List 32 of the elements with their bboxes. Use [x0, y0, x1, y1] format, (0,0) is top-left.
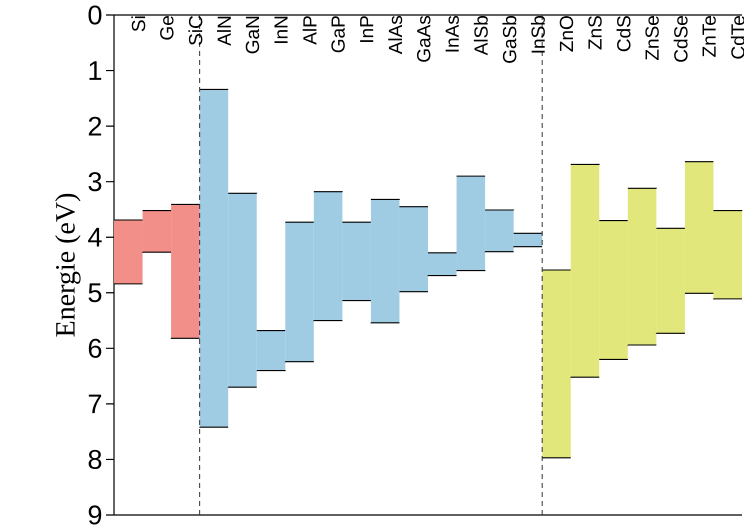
x-tick-label: InSb	[530, 16, 545, 53]
y-tick-label: 2	[88, 116, 102, 136]
x-tick-label: ZnTe	[702, 16, 716, 57]
y-tick-label: 6	[88, 338, 102, 358]
x-tick-label: GaAs	[417, 16, 430, 62]
x-tick-label: AlP	[302, 16, 316, 45]
x-tick-label: Si	[131, 16, 146, 32]
y-tick-label: 1	[90, 61, 102, 80]
x-tick-label: InAs	[446, 16, 459, 52]
x-tick-label: AlN	[217, 16, 231, 46]
x-tick-label: GaP	[331, 16, 345, 52]
y-tick-label: 0	[88, 5, 102, 25]
x-tick-label: AlAs	[388, 16, 402, 54]
y-tick-label: 8	[88, 450, 102, 469]
y-tick-label: 9	[88, 505, 102, 525]
y-tick-label: 5	[88, 283, 102, 302]
x-tick-label: GaN	[246, 16, 260, 54]
x-tick-label: ZnSe	[645, 16, 659, 60]
x-tick-label: CdSe	[674, 16, 688, 62]
x-tick-label: CdS	[616, 16, 631, 52]
x-tick-label: ZnS	[588, 16, 602, 50]
y-tick-label: 4	[88, 228, 102, 247]
x-tick-label: GaSb	[502, 16, 516, 63]
x-tick-label: AlSb	[474, 16, 488, 56]
y-axis-title: Energie (eV)	[55, 194, 81, 337]
x-tick-label: Ge	[160, 16, 174, 40]
x-tick-label: InP	[360, 16, 374, 42]
x-tick-label: ZnO	[560, 16, 574, 52]
y-tick-label: 3	[88, 172, 102, 192]
x-tick-label: SiC	[188, 16, 202, 45]
x-tick-label: InN	[274, 16, 288, 44]
y-tick-label: 7	[88, 394, 102, 414]
